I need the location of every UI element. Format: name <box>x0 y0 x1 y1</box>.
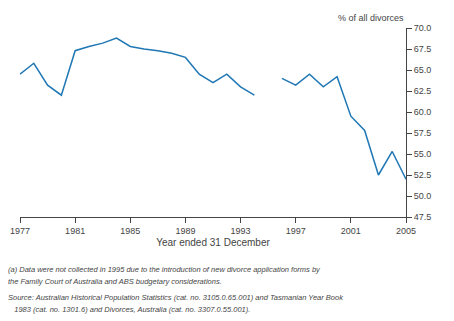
svg-text:1989: 1989 <box>175 226 195 236</box>
svg-text:1981: 1981 <box>65 226 85 236</box>
svg-text:67.5: 67.5 <box>414 44 432 54</box>
svg-text:1993: 1993 <box>231 226 251 236</box>
svg-text:Source: Australian Historical: Source: Australian Historical Population… <box>8 293 344 302</box>
svg-text:% of all divorces: % of all divorces <box>338 13 404 23</box>
svg-text:65.0: 65.0 <box>414 65 432 75</box>
svg-text:62.5: 62.5 <box>414 86 432 96</box>
svg-text:Year ended 31 December: Year ended 31 December <box>156 237 270 248</box>
svg-text:55.0: 55.0 <box>414 149 432 159</box>
svg-text:57.5: 57.5 <box>414 128 432 138</box>
svg-text:the Family Court of Australia: the Family Court of Australia and ABS bu… <box>8 277 222 286</box>
svg-text:60.0: 60.0 <box>414 107 432 117</box>
svg-text:70.0: 70.0 <box>414 23 432 33</box>
svg-text:52.5: 52.5 <box>414 170 432 180</box>
svg-text:47.5: 47.5 <box>414 212 432 222</box>
svg-text:(a) Data were not collected in: (a) Data were not collected in 1995 due … <box>8 265 321 274</box>
svg-text:1997: 1997 <box>286 226 306 236</box>
svg-text:1977: 1977 <box>10 226 30 236</box>
svg-text:1983 (cat. no. 1301.6) and Div: 1983 (cat. no. 1301.6) and Divorces, Aus… <box>8 305 250 314</box>
svg-text:2001: 2001 <box>341 226 361 236</box>
svg-text:1985: 1985 <box>120 226 140 236</box>
svg-text:2005: 2005 <box>396 226 416 236</box>
svg-text:50.0: 50.0 <box>414 191 432 201</box>
